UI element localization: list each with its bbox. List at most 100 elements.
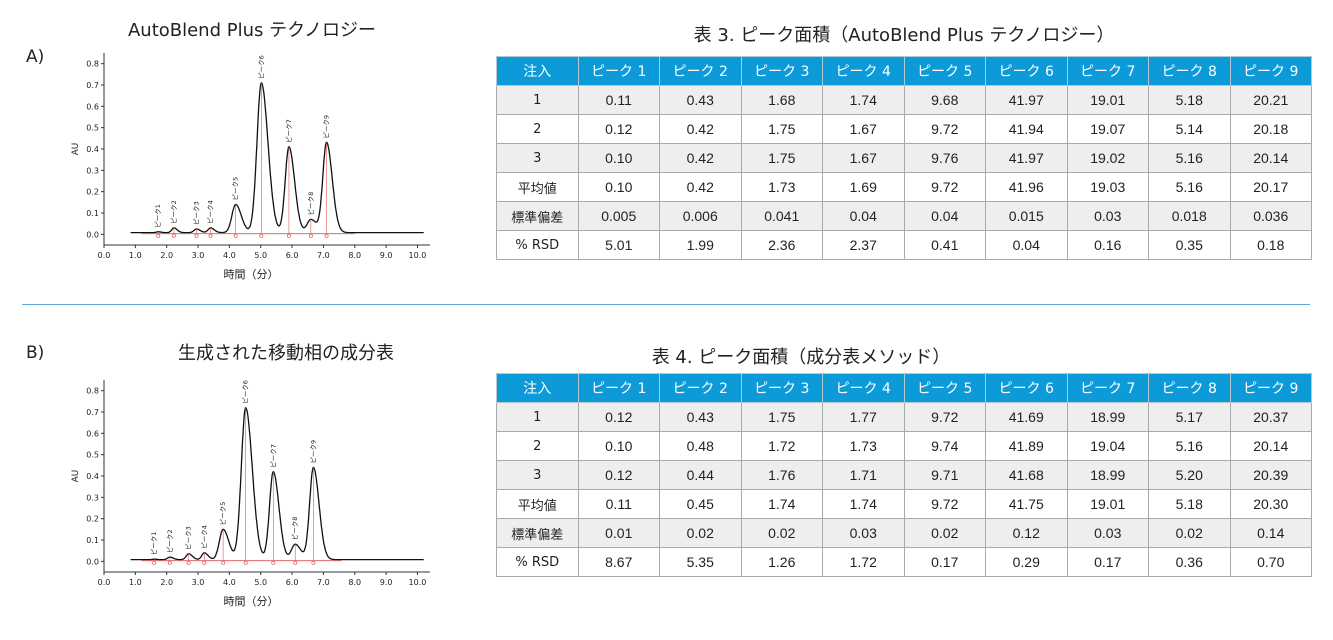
table3-header-1: ピーク 1 — [577, 56, 660, 86]
y-tick-label: 0.8 — [86, 60, 99, 69]
table-row: 平均値 0.10 0.42 1.73 1.69 9.72 41.96 19.03 5.16 20.… — [496, 172, 1312, 202]
y-tick-label: 0.5 — [86, 451, 99, 460]
table-cell: 0.17 — [1066, 547, 1149, 577]
peak-label: ピーク2 — [166, 529, 174, 553]
table-cell: 5.01 — [577, 230, 660, 260]
table-row: 2 0.12 0.42 1.75 1.67 9.72 41.94 19.07 5.14 20.18 — [496, 114, 1312, 144]
table-cell: 20.14 — [1229, 143, 1312, 173]
peak-marker — [167, 560, 172, 565]
table-row: 1 0.11 0.43 1.68 1.74 9.68 41.97 19.01 5.18 20.21 — [496, 85, 1312, 115]
x-tick-label: 2.0 — [160, 578, 173, 587]
table-cell: 41.94 — [985, 114, 1068, 144]
peak-marker — [202, 560, 207, 565]
table-cell: 0.02 — [1148, 518, 1231, 548]
y-tick-label: 0.1 — [86, 536, 99, 545]
x-tick-label: 5.0 — [254, 578, 267, 587]
table-cell: 19.07 — [1066, 114, 1149, 144]
table4: 注入 ピーク 1 ピーク 2 ピーク 3 ピーク 4 ピーク 5 ピーク 6 ピーク 7 ピーク… — [496, 373, 1312, 577]
y-tick-label: 0.6 — [86, 429, 99, 438]
table-cell: 0.005 — [577, 201, 660, 231]
x-tick-label: 9.0 — [380, 251, 393, 260]
table-cell: 1.26 — [740, 547, 823, 577]
peak-label: ピーク4 — [200, 525, 208, 549]
table-cell: 0.42 — [659, 143, 742, 173]
peak-marker — [324, 233, 329, 238]
table-cell: 0.036 — [1229, 201, 1312, 231]
peak-label: ピーク1 — [150, 532, 158, 556]
table3-header-7: ピーク 7 — [1066, 56, 1149, 86]
row-header-cell: 3 — [496, 143, 579, 173]
table-cell: 0.10 — [577, 143, 660, 173]
peak-marker — [233, 233, 238, 238]
chart-a-title: AutoBlend Plus テクノロジー — [127, 20, 377, 41]
table-cell: 20.14 — [1229, 431, 1312, 461]
table-cell: 9.68 — [903, 85, 986, 115]
table4-header-8: ピーク 8 — [1148, 373, 1231, 403]
table3-header-6: ピーク 6 — [985, 56, 1068, 86]
table-cell: 9.72 — [903, 489, 986, 519]
y-tick-label: 0.2 — [86, 188, 99, 197]
table-cell: 0.42 — [659, 172, 742, 202]
x-tick-label: 6.0 — [286, 578, 299, 587]
table-cell: 41.69 — [985, 402, 1068, 432]
table-cell: 9.76 — [903, 143, 986, 173]
table4-title: 表 4. ピーク面積（成分表メソッド） — [651, 347, 951, 368]
x-tick-label: 3.0 — [192, 578, 205, 587]
peak-marker — [221, 560, 226, 565]
table-cell: 0.12 — [985, 518, 1068, 548]
peak-label: ピーク5 — [232, 177, 240, 201]
table-row: 標準偏差 0.005 0.006 0.041 0.04 0.04 0.015 0.03 0.01… — [496, 201, 1312, 231]
row-header-cell: 2 — [496, 431, 579, 461]
row-header-cell: 標準偏差 — [496, 518, 579, 548]
table-cell: 1.73 — [740, 172, 823, 202]
table-row: 2 0.10 0.48 1.72 1.73 9.74 41.89 19.04 5.16 20.14 — [496, 431, 1312, 461]
table-cell: 0.11 — [577, 85, 660, 115]
table-cell: 0.041 — [740, 201, 823, 231]
x-tick-label: 1.0 — [129, 578, 142, 587]
table-cell: 1.75 — [740, 143, 823, 173]
table4-header-2: ピーク 2 — [659, 373, 742, 403]
panel-b-label: B) — [26, 343, 45, 363]
table-cell: 0.02 — [659, 518, 742, 548]
y-tick-label: 0.4 — [86, 472, 99, 481]
peak-marker — [171, 233, 176, 238]
table4-header-3: ピーク 3 — [740, 373, 823, 403]
chart-b: 0.0 0.1 0.2 0.3 0.4 0.5 0.6 0.7 0.8 0.0 1.0 2.0 3.0 4… — [71, 380, 430, 608]
table-cell: 1.73 — [822, 431, 905, 461]
table-cell: 1.75 — [740, 114, 823, 144]
x-tick-label: 3.0 — [192, 251, 205, 260]
table-cell: 0.02 — [740, 518, 823, 548]
table-cell: 1.99 — [659, 230, 742, 260]
peak-label: ピーク6 — [257, 55, 265, 79]
table-cell: 1.71 — [822, 460, 905, 490]
x-tick-label: 5.0 — [254, 251, 267, 260]
table-cell: 0.03 — [822, 518, 905, 548]
peak-label: ピーク3 — [185, 526, 193, 550]
table-cell: 0.11 — [577, 489, 660, 519]
table4-header-1: ピーク 1 — [577, 373, 660, 403]
table-cell: 0.006 — [659, 201, 742, 231]
peak-marker — [259, 233, 264, 238]
row-header-cell: % RSD — [496, 230, 579, 260]
table3-header-5: ピーク 5 — [903, 56, 986, 86]
x-tick-label: 0.0 — [98, 578, 111, 587]
table-row: 標準偏差 0.01 0.02 0.02 0.03 0.02 0.12 0.03 0.02 0.14 — [496, 518, 1312, 548]
x-tick-label: 8.0 — [348, 578, 361, 587]
x-tick-label: 4.0 — [223, 251, 236, 260]
table-cell: 5.14 — [1148, 114, 1231, 144]
peak-label: ピーク9 — [309, 440, 317, 464]
table-cell: 20.17 — [1229, 172, 1312, 202]
peak-label: ピーク2 — [170, 200, 178, 224]
table-cell: 41.75 — [985, 489, 1068, 519]
table-cell: 0.01 — [577, 518, 660, 548]
peak-marker — [156, 233, 161, 238]
table-cell: 0.10 — [577, 172, 660, 202]
table3-header-8: ピーク 8 — [1148, 56, 1231, 86]
table3-header-4: ピーク 4 — [822, 56, 905, 86]
table-cell: 0.16 — [1066, 230, 1149, 260]
x-tick-label: 4.0 — [223, 578, 236, 587]
table-cell: 1.69 — [822, 172, 905, 202]
table-cell: 5.17 — [1148, 402, 1231, 432]
x-tick-label: 7.0 — [317, 578, 330, 587]
peak-marker — [194, 233, 199, 238]
